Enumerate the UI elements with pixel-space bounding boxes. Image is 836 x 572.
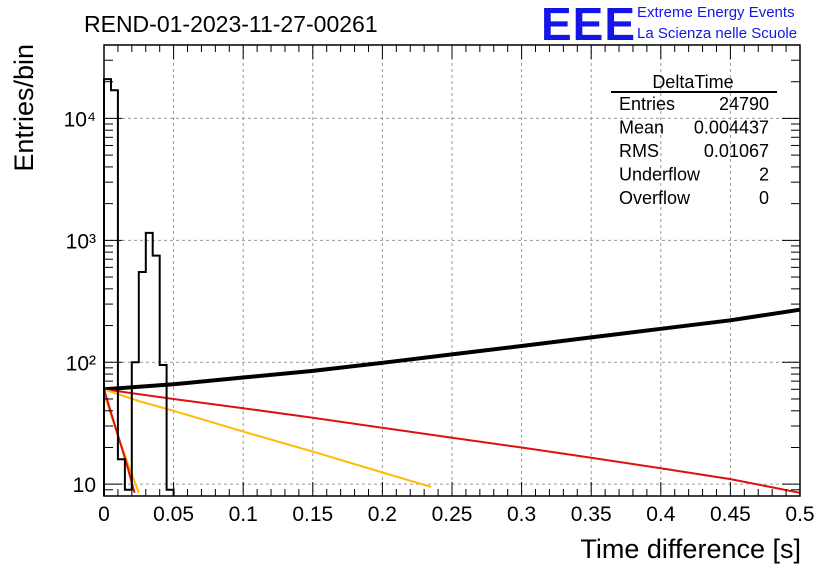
- stats-value: 0.01067: [704, 141, 769, 161]
- x-tick-label: 0: [98, 503, 110, 526]
- x-tick-label: 0.3: [507, 503, 536, 526]
- y-tick-label: 10: [73, 474, 96, 497]
- chart-title: REND-01-2023-11-27-00261: [84, 11, 378, 37]
- x-tick-label: 0.5: [785, 503, 814, 526]
- eee-logo: EEE Extreme Energy Events La Scienza nel…: [541, 0, 797, 50]
- fit-curve-5: [103, 389, 136, 494]
- stats-value: 2: [759, 165, 769, 185]
- stats-label: RMS: [619, 141, 659, 161]
- stats-value: 0: [759, 188, 769, 208]
- stats-value: 0.004437: [694, 118, 769, 138]
- y-axis-title: Entries/bin: [9, 44, 39, 172]
- fit-curve-3: [103, 388, 432, 488]
- stats-box-title: DeltaTime: [652, 72, 733, 92]
- stats-label: Overflow: [619, 188, 691, 208]
- histogram: [103, 78, 175, 496]
- stats-box: DeltaTime Entries 24790 Mean 0.004437 RMS 0.0…: [611, 72, 777, 208]
- stats-label: Entries: [619, 94, 675, 114]
- y-tick-label: 10³: [66, 230, 96, 253]
- fit-curve-1: [103, 307, 801, 392]
- x-tick-label: 0.05: [153, 503, 194, 526]
- y-axis-ticks: 10 10² 10³ 10⁴: [64, 44, 800, 497]
- x-axis-title: Time difference [s]: [580, 534, 801, 564]
- x-axis-ticks: 0 0.05 0.1 0.15 0.2 0.25 0.3 0.35 0.4 0.45 0.5: [98, 45, 815, 526]
- fit-curves: [103, 307, 801, 494]
- logo-line-1: Extreme Energy Events: [637, 4, 795, 21]
- x-tick-label: 0.35: [571, 503, 612, 526]
- x-tick-label: 0.15: [292, 503, 333, 526]
- stats-value: 24790: [719, 94, 769, 114]
- x-tick-label: 0.45: [710, 503, 751, 526]
- logo-line-2: La Scienza nelle Scuole: [637, 25, 797, 42]
- x-tick-label: 0.2: [368, 503, 397, 526]
- grid-lines: [104, 45, 800, 496]
- logo-mark: EEE: [541, 0, 636, 50]
- stats-label: Underflow: [619, 165, 701, 185]
- x-tick-label: 0.4: [646, 503, 676, 526]
- y-tick-label: 10²: [66, 352, 96, 375]
- x-tick-label: 0.1: [229, 503, 258, 526]
- fit-curve-2: [103, 388, 801, 494]
- x-tick-label: 0.25: [432, 503, 473, 526]
- stats-label: Mean: [619, 118, 664, 138]
- y-tick-label: 10⁴: [64, 108, 96, 131]
- histogram-outline: [103, 78, 175, 496]
